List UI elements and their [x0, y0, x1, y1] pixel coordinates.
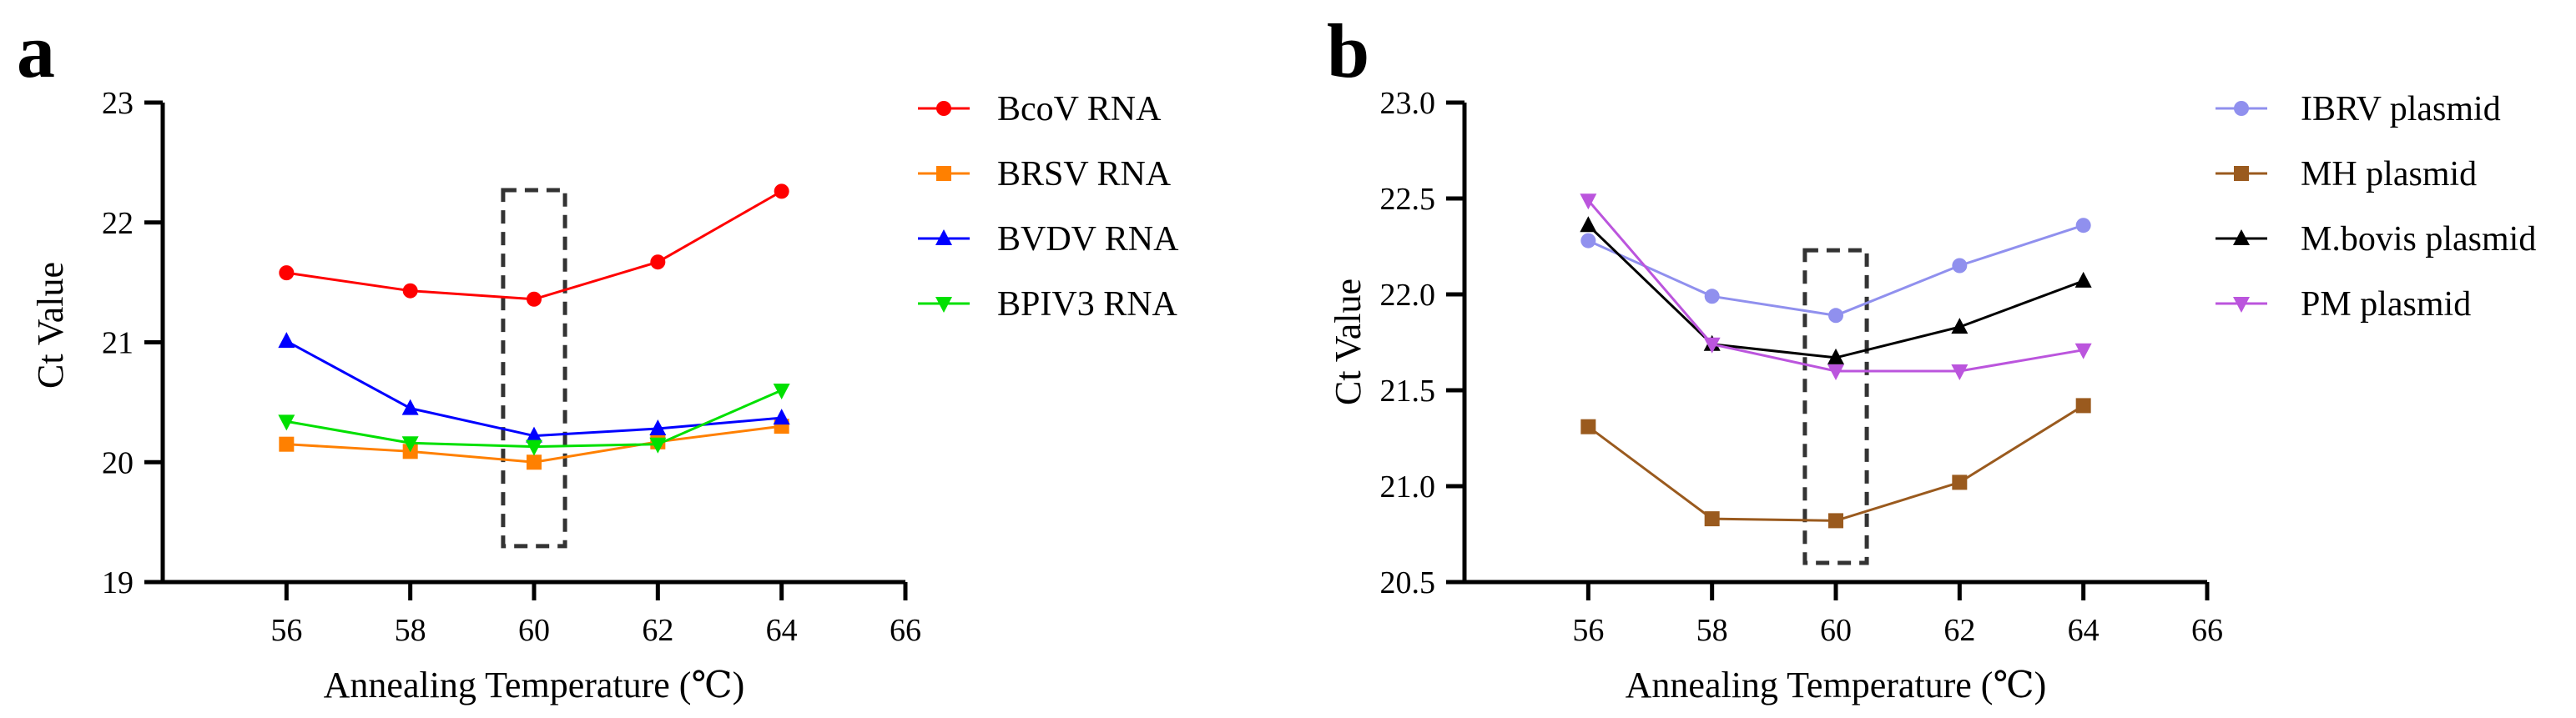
legend-label: PM plasmid [2301, 285, 2471, 324]
data-point-0-2 [1828, 308, 1843, 324]
y-tick-label: 21.0 [1380, 469, 1436, 505]
legend-label: BVDV RNA [997, 220, 1179, 259]
data-point-3-0 [278, 414, 295, 431]
y-tick-label: 21 [102, 326, 134, 361]
highlight-box [501, 188, 567, 549]
panel-a: a 19 20 21 22 23 56 58 60 62 64 66 Annealing Tempera… [17, 8, 1179, 705]
data-point-2-4 [2074, 271, 2092, 288]
legend-marker [2234, 166, 2249, 181]
x-tick-label: 58 [395, 613, 426, 648]
data-point-2-0 [1580, 216, 1597, 233]
data-point-0-1 [1704, 289, 1720, 304]
data-point-0-2 [527, 291, 542, 307]
data-point-2-0 [278, 332, 295, 349]
data-point-2-4 [773, 409, 790, 425]
x-tick-label: 56 [270, 613, 302, 648]
data-point-3-3 [1951, 364, 1969, 380]
legend-label: IBRV plasmid [2301, 90, 2501, 128]
data-point-3-2 [1827, 364, 1844, 380]
y-axis-title: Ct Value [1328, 279, 1369, 405]
y-tick-label: 21.5 [1380, 374, 1436, 409]
data-point-1-1 [1704, 511, 1720, 527]
data-point-3-4 [773, 384, 790, 399]
x-tick-label: 64 [2068, 613, 2100, 648]
x-tick-label: 66 [2191, 613, 2223, 648]
x-tick-label: 60 [518, 613, 550, 648]
y-tick-label: 19 [102, 565, 134, 600]
data-point-3-2 [526, 439, 542, 456]
legend-marker [936, 101, 951, 116]
x-tick-label: 66 [890, 613, 921, 648]
panel-label: a [17, 8, 55, 93]
data-point-3-3 [649, 437, 667, 454]
data-point-0-4 [774, 183, 789, 199]
data-point-3-0 [1580, 193, 1597, 210]
data-point-0-0 [279, 265, 295, 281]
data-point-1-0 [1580, 419, 1596, 434]
panel-b: b 20.5 21.0 21.5 22.0 22.5 23.0 56 58 60 62 64 66 Ann… [1327, 8, 2536, 705]
legend-marker [2234, 101, 2249, 116]
data-point-1-0 [279, 436, 295, 452]
data-point-1-2 [1828, 513, 1843, 529]
data-point-0-3 [1952, 258, 1968, 274]
data-point-1-4 [2075, 398, 2091, 414]
data-point-1-2 [527, 454, 542, 470]
x-tick-label: 62 [642, 613, 673, 648]
data-point-0-0 [1580, 233, 1596, 249]
legend-label: BRSV RNA [997, 155, 1172, 193]
legend-marker [936, 166, 951, 181]
data-point-0-4 [2075, 218, 2091, 233]
series-line-0 [1587, 223, 2084, 317]
data-point-0-3 [650, 254, 666, 270]
y-tick-label: 20 [102, 445, 134, 480]
data-point-1-3 [1952, 474, 1968, 490]
data-point-0-1 [402, 283, 418, 299]
y-tick-label: 20.5 [1380, 565, 1436, 600]
x-tick-label: 62 [1943, 613, 1975, 648]
x-tick-label: 64 [766, 613, 798, 648]
series-line-0 [286, 190, 783, 301]
data-point-2-1 [401, 399, 419, 415]
legend-label: BcoV RNA [997, 90, 1162, 128]
x-tick-label: 56 [1572, 613, 1604, 648]
legend-label: MH plasmid [2301, 155, 2477, 193]
x-axis-title: Annealing Temperature (℃) [1626, 665, 2047, 705]
x-tick-label: 58 [1696, 613, 1728, 648]
x-tick-label: 60 [1820, 613, 1852, 648]
y-tick-label: 23 [102, 86, 134, 121]
legend-marker [2233, 297, 2250, 313]
legend-marker [935, 297, 952, 313]
y-tick-label: 22.0 [1380, 278, 1436, 313]
data-point-2-3 [1951, 318, 1969, 334]
legend-marker [935, 229, 952, 245]
series-line-2 [1587, 224, 2084, 359]
data-point-3-4 [2074, 343, 2092, 359]
series-line-1 [1587, 404, 2084, 522]
highlight-box [1802, 248, 1869, 565]
data-point-2-2 [526, 426, 542, 443]
y-tick-label: 22 [102, 206, 134, 241]
data-point-3-1 [1703, 337, 1721, 354]
y-axis-title: Ct Value [30, 262, 71, 389]
x-axis-title: Annealing Temperature (℃) [324, 665, 745, 705]
legend-label: BPIV3 RNA [997, 285, 1178, 324]
panel-label: b [1327, 8, 1369, 93]
y-tick-label: 22.5 [1380, 182, 1436, 217]
y-tick-label: 23.0 [1380, 86, 1436, 121]
legend-label: M.bovis plasmid [2301, 220, 2536, 259]
data-point-3-1 [401, 436, 419, 453]
series-line-3 [1587, 199, 2084, 373]
data-point-2-3 [649, 419, 667, 435]
legend-marker [2233, 229, 2250, 245]
data-point-2-2 [1827, 348, 1844, 364]
